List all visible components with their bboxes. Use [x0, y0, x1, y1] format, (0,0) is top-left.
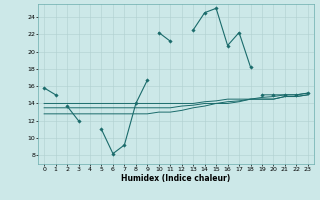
X-axis label: Humidex (Indice chaleur): Humidex (Indice chaleur) — [121, 174, 231, 183]
